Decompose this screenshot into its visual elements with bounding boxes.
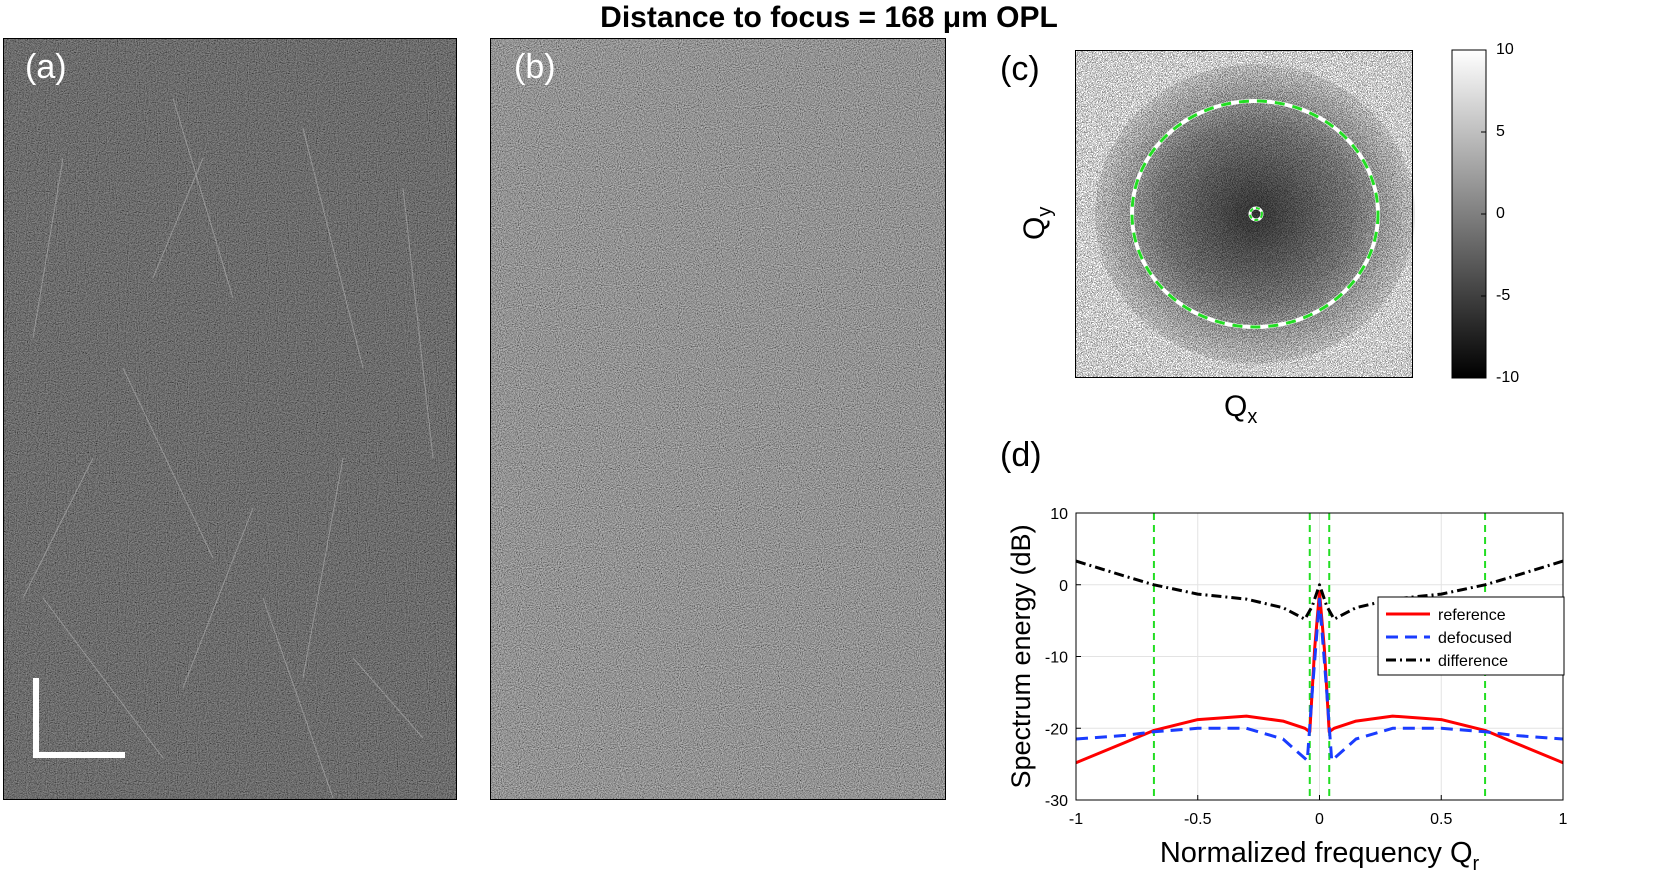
- x-axis-label: Normalized frequency Qr: [1160, 837, 1480, 875]
- panel-d: (d) -1 -0.5 0 0.5 1 -30 -20 -10 0 10 Normalized fr…: [1000, 430, 1650, 890]
- series-line-defocused: [1075, 597, 1564, 762]
- colorbar-tick: 0: [1496, 205, 1505, 222]
- panel-b: (b): [490, 38, 946, 800]
- fiber-lines: [22, 97, 434, 799]
- panel-b-label: (b): [514, 48, 556, 86]
- colorbar-tick: -10: [1496, 369, 1520, 386]
- spectrum-chart: -1 -0.5 0 0.5 1 -30 -20 -10 0 10 Normalized freque…: [1006, 506, 1568, 875]
- panel-c-label: (c): [1000, 50, 1040, 88]
- y-tick-label: 0: [1059, 578, 1068, 595]
- panel-a-label: (a): [25, 48, 67, 86]
- x-tick-label: 0: [1315, 811, 1324, 828]
- legend-label-reference: reference: [1438, 607, 1506, 624]
- x-tick-label: 0.5: [1430, 811, 1452, 828]
- panel-c-xlabel: Qx: [1224, 390, 1258, 428]
- panel-d-label: (d): [1000, 436, 1042, 474]
- x-axis-label-subscript: r: [1473, 853, 1480, 875]
- panel-b-image: [490, 38, 946, 800]
- colorbar-tick: 10: [1496, 41, 1514, 58]
- panel-c: (c): [1000, 40, 1650, 440]
- y-tick-label: -20: [1045, 721, 1068, 738]
- y-tick-label: -10: [1045, 650, 1068, 667]
- series-line-difference: [1075, 559, 1564, 621]
- colorbar: [1451, 49, 1487, 379]
- panel-c-image: [1075, 49, 1487, 379]
- x-tick-label: 1: [1559, 811, 1568, 828]
- y-tick-label: -30: [1045, 793, 1068, 810]
- colorbar-tick: -5: [1496, 287, 1511, 304]
- x-tick-label: -1: [1069, 811, 1083, 828]
- legend-label-defocused: defocused: [1438, 630, 1512, 647]
- panel-c-ylabel: Qy: [1018, 206, 1056, 240]
- figure-title: Distance to focus = 168 μm OPL: [600, 1, 1058, 34]
- y-tick-label: 10: [1050, 506, 1068, 523]
- legend-label-difference: difference: [1438, 653, 1508, 670]
- panel-a: (a): [3, 38, 457, 800]
- x-tick-label: -0.5: [1184, 811, 1212, 828]
- series-line-reference: [1075, 590, 1564, 765]
- panel-a-image: [3, 38, 457, 800]
- scale-bar: [33, 678, 125, 758]
- y-axis-label: Spectrum energy (dB): [1006, 524, 1036, 788]
- colorbar-tick: 5: [1496, 123, 1505, 140]
